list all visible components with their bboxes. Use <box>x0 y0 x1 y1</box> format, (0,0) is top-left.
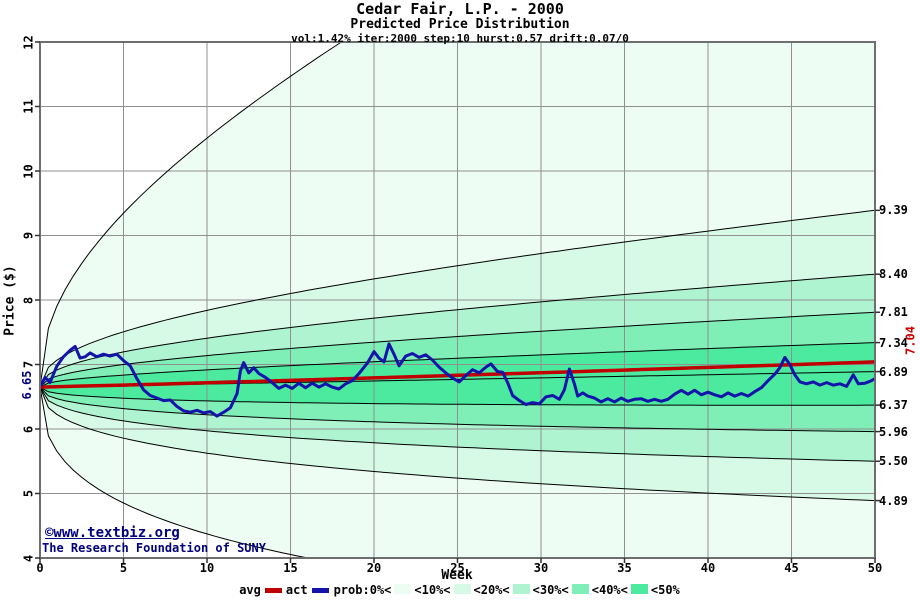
x-axis-label: Week <box>441 568 473 583</box>
x-tick-label: 45 <box>784 561 799 575</box>
act-line-swatch <box>311 587 329 593</box>
page-title: Cedar Fair, L.P. - 2000 <box>356 0 564 18</box>
actual-price-line <box>40 342 875 418</box>
y-tick-label: 4 <box>21 554 36 562</box>
legend-prob-label: <10%< <box>414 583 451 597</box>
percentile-end-label: 4.89 <box>879 493 908 508</box>
x-tick-label: 20 <box>366 561 382 575</box>
y-tick-label: 6 <box>21 425 36 433</box>
probability-band-swatch <box>571 584 589 594</box>
percentile-end-label: 7.81 <box>879 305 908 320</box>
x-tick-label: 35 <box>617 561 632 575</box>
probability-band-swatch <box>630 584 648 594</box>
y-tick-label: 10 <box>21 163 36 179</box>
percentile-end-label: 8.40 <box>879 267 908 282</box>
simulation-params: vol:1.42% iter:2000 step:10 hurst:0.57 d… <box>291 32 629 46</box>
x-tick-label: 50 <box>867 561 883 575</box>
probability-band-swatch <box>394 584 412 594</box>
legend-prob-label: prob:0%< <box>333 583 392 597</box>
percentile-end-label: 6.89 <box>879 364 908 379</box>
y-tick-label: 8 <box>21 296 36 304</box>
avg-line-swatch <box>264 587 282 593</box>
probability-band-swatch <box>453 584 471 594</box>
x-tick-label: 25 <box>450 561 465 575</box>
legend-act-label: act <box>285 583 308 597</box>
legend-prob-label: <30%< <box>532 583 569 597</box>
percentile-end-label: 5.50 <box>879 454 908 469</box>
x-tick-label: 40 <box>700 561 716 575</box>
percentile-end-label: 5.96 <box>879 424 908 439</box>
y-tick-label: 9 <box>21 231 36 240</box>
y-tick-label: 12 <box>21 34 36 50</box>
percentile-end-label: 7.34 <box>879 335 908 350</box>
copyright-link[interactable]: ©www.textbiz.org <box>45 525 180 541</box>
x-tick-label: 30 <box>533 561 549 575</box>
y-tick-label: 5 <box>21 489 36 498</box>
percentile-end-label: 6.37 <box>879 398 908 413</box>
probability-band-swatch <box>512 584 530 594</box>
x-tick-label: 5 <box>119 561 128 575</box>
legend-avg-label: avg <box>239 583 261 597</box>
percentile-end-label: 9.39 <box>879 203 908 218</box>
copyright-org: The Research Foundation of SUNY <box>42 541 266 555</box>
legend: avg act prob:0%< <10%< <20%< <30%< <40%< <50% <box>0 583 920 597</box>
legend-prob-label: <20%< <box>473 583 510 597</box>
x-tick-label: 0 <box>36 561 44 575</box>
legend-prob-label: <50% <box>650 583 680 597</box>
x-tick-label: 15 <box>283 561 298 575</box>
y-tick-label: 11 <box>21 99 36 114</box>
y-tick-label: 7 <box>21 360 36 369</box>
x-tick-label: 10 <box>199 561 215 575</box>
legend-prob-label: <40%< <box>591 583 628 597</box>
chart-subtitle: Predicted Price Distribution <box>350 17 570 33</box>
y-axis-label: Price ($) <box>2 265 18 336</box>
avg-line <box>40 360 875 389</box>
legend-probability-scale: prob:0%< <10%< <20%< <30%< <40%< <50% <box>333 583 681 597</box>
title-block: Cedar Fair, L.P. - 2000 Predicted Price … <box>0 0 920 46</box>
